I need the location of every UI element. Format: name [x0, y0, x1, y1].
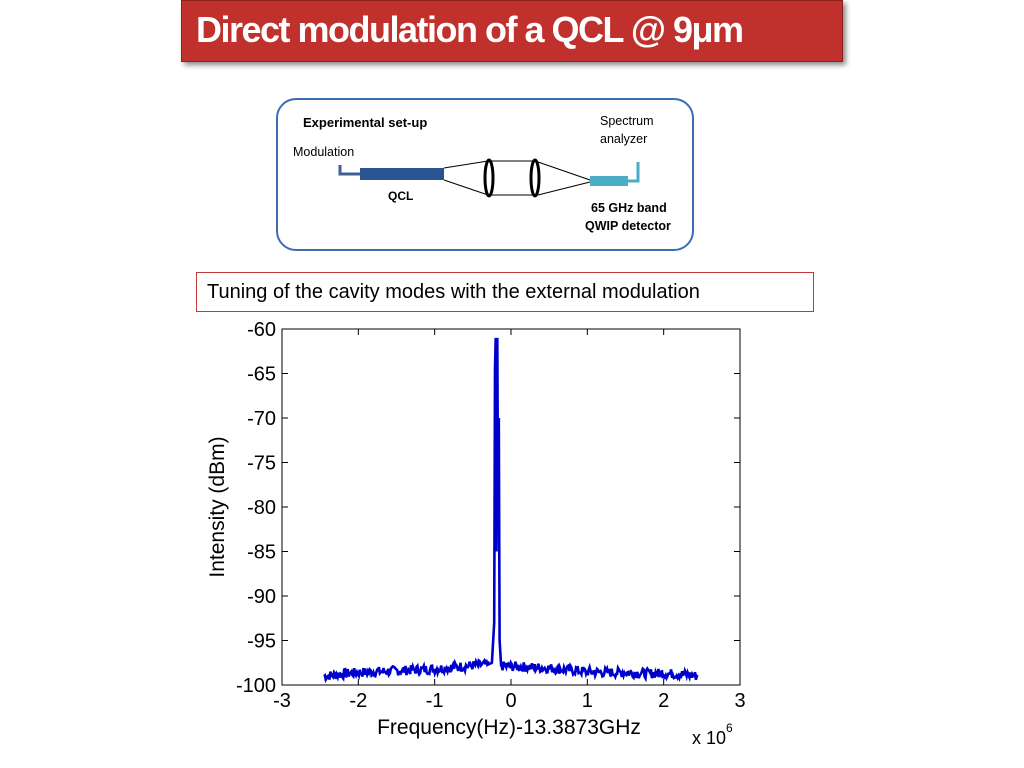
beam-focus-top — [537, 161, 591, 181]
y-tick-label: -75 — [247, 453, 276, 475]
plot-frame — [281, 328, 741, 686]
caption-text: Tuning of the cavity modes with the exte… — [207, 281, 700, 303]
y-tick-label: -90 — [247, 586, 276, 608]
y-tick-label: -85 — [247, 542, 276, 564]
x-tick-label: -1 — [426, 690, 444, 712]
qcl-label: QCL — [388, 189, 414, 203]
x-tick-label: 1 — [582, 690, 593, 712]
beam-line-top — [443, 160, 489, 169]
detector-label-line2: QWIP detector — [585, 219, 671, 233]
qwip-detector — [590, 176, 628, 186]
x-multiplier-exponent: 6 — [726, 721, 733, 735]
y-tick-label: -65 — [247, 364, 276, 386]
x-tick-label: 0 — [505, 690, 516, 712]
slide-title: Direct modulation of a QCL @ 9μm — [196, 9, 744, 50]
y-axis-label: Intensity (dBm) — [206, 436, 229, 577]
slide-title-box: Direct modulation of a QCL @ 9μm — [181, 0, 843, 62]
spectrum-label-line2: analyzer — [600, 132, 648, 146]
beam-focus-bottom — [537, 181, 591, 196]
beam-line-bottom — [443, 179, 489, 196]
x-tick-label: 2 — [658, 690, 669, 712]
x-tick-label: 3 — [734, 690, 745, 712]
lens-2 — [529, 158, 541, 198]
lens-1 — [483, 158, 495, 198]
series-line — [323, 337, 699, 684]
caption-box: Tuning of the cavity modes with the exte… — [196, 272, 814, 312]
y-tick-label: -100 — [236, 675, 276, 697]
detector-cable — [628, 162, 640, 183]
detector-label-line1: 65 GHz band — [591, 201, 667, 215]
setup-heading: Experimental set-up — [303, 115, 428, 130]
plot-background — [282, 329, 740, 685]
qcl-laser — [360, 168, 444, 180]
x-tick-label: -3 — [273, 690, 291, 712]
y-tick-label: -60 — [247, 319, 276, 341]
y-tick-label: -80 — [247, 497, 276, 519]
x-multiplier: x 106 — [692, 721, 733, 748]
x-axis-label: Frequency(Hz)-13.3873GHz — [377, 716, 641, 739]
modulation-label: Modulation — [293, 145, 355, 159]
y-tick-label: -95 — [247, 631, 276, 653]
y-tick-label: -70 — [247, 408, 276, 430]
modulation-line — [338, 165, 362, 176]
spectrum-label-line1: Spectrum — [600, 114, 654, 128]
x-tick-label: -2 — [349, 690, 367, 712]
